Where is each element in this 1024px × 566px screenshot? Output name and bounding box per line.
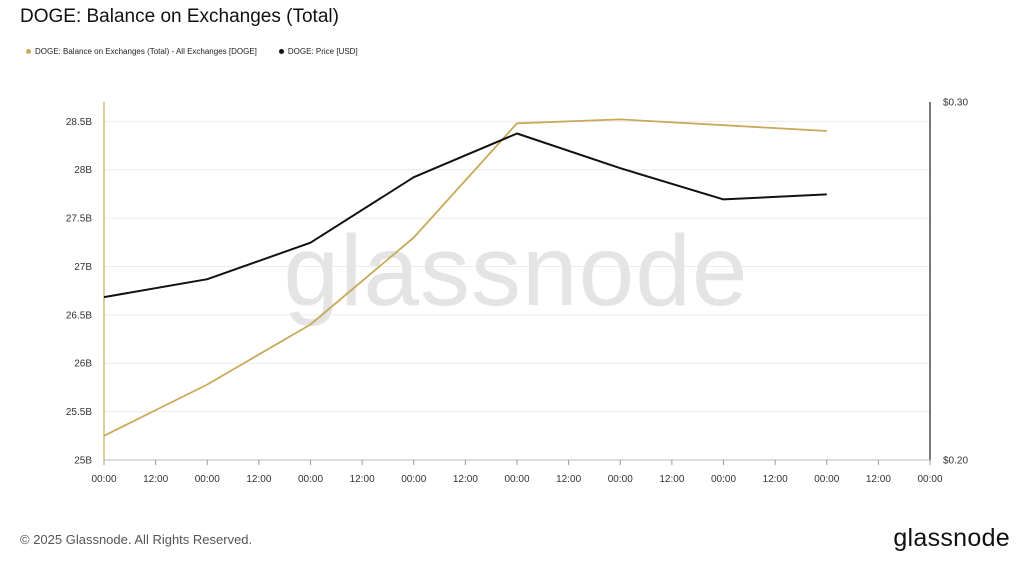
x-tick-label: 00:00 bbox=[711, 474, 736, 485]
x-tick-label: 00:00 bbox=[608, 474, 633, 485]
y-right-tick-label: $0.20 bbox=[943, 456, 968, 467]
chart-title: DOGE: Balance on Exchanges (Total) bbox=[20, 6, 339, 27]
x-tick-label: 12:00 bbox=[246, 474, 271, 485]
y-left-tick-label: 25.5B bbox=[66, 407, 92, 418]
glassnode-logo[interactable]: glassnode bbox=[893, 524, 1010, 552]
x-tick-label: 00:00 bbox=[917, 474, 942, 485]
x-tick-label: 12:00 bbox=[866, 474, 891, 485]
legend-dot-balance bbox=[26, 49, 31, 54]
copyright-text: © 2025 Glassnode. All Rights Reserved. bbox=[20, 532, 253, 547]
series-line-price[interactable] bbox=[103, 132, 827, 299]
y-left-tick-label: 27B bbox=[74, 262, 92, 273]
x-tick-label: 12:00 bbox=[659, 474, 684, 485]
tick-labels: 25B 25.5B 26B 26.5B 27B 27.5B 28B 28.5B $0.20 $0.… bbox=[66, 98, 969, 486]
axes bbox=[103, 102, 931, 465]
x-tick-label: 12:00 bbox=[763, 474, 788, 485]
legend-item-balance[interactable]: DOGE: Balance on Exchanges (Total) - All… bbox=[26, 47, 257, 56]
x-tick-label: 00:00 bbox=[195, 474, 220, 485]
legend-label-price: DOGE: Price [USD] bbox=[287, 47, 358, 56]
x-tick-label: 00:00 bbox=[91, 474, 116, 485]
x-tick-label: 00:00 bbox=[504, 474, 529, 485]
x-tick-label: 12:00 bbox=[453, 474, 478, 485]
x-tick-label: 00:00 bbox=[298, 474, 323, 485]
y-left-tick-label: 26.5B bbox=[66, 310, 92, 321]
x-tick-label: 12:00 bbox=[143, 474, 168, 485]
legend-label-balance: DOGE: Balance on Exchanges (Total) - All… bbox=[35, 47, 257, 56]
x-tick-label: 12:00 bbox=[556, 474, 581, 485]
y-left-tick-label: 25B bbox=[74, 456, 92, 467]
series-lines bbox=[103, 118, 827, 437]
x-tick-label: 00:00 bbox=[401, 474, 426, 485]
y-left-tick-label: 28.5B bbox=[66, 117, 92, 128]
x-tick-label: 00:00 bbox=[814, 474, 839, 485]
series-line-balance[interactable] bbox=[103, 118, 827, 437]
chart-legend: DOGE: Balance on Exchanges (Total) - All… bbox=[26, 47, 358, 56]
y-left-tick-label: 27.5B bbox=[66, 214, 92, 225]
y-left-tick-label: 26B bbox=[74, 359, 92, 370]
y-left-tick-label: 28B bbox=[74, 165, 92, 176]
legend-dot-price bbox=[278, 49, 284, 54]
x-tick-label: 12:00 bbox=[350, 474, 375, 485]
legend-item-price[interactable]: DOGE: Price [USD] bbox=[278, 47, 358, 56]
y-right-tick-label: $0.30 bbox=[943, 98, 968, 109]
watermark-text: glassnode bbox=[284, 215, 749, 327]
